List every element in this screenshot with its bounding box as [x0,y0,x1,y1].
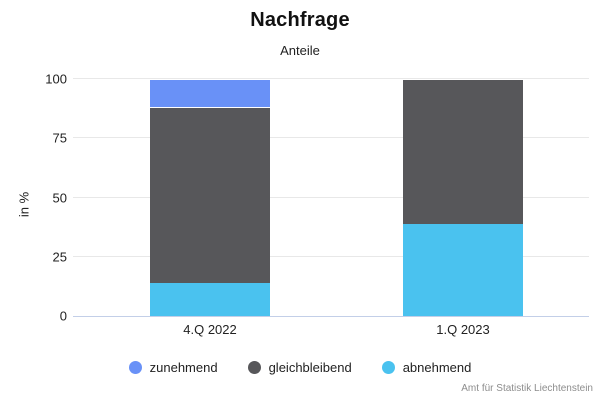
plot-area: 0 25 50 75 100 [45,72,589,324]
y-tick-label: 75 [52,130,67,146]
gridline [73,137,589,139]
legend-label: zunehmend [149,360,218,375]
legend-dot-icon [247,361,261,374]
stacked-bar [403,79,523,316]
chart-subtitle: Anteile [280,43,320,58]
legend-item: zunehmend [128,360,218,375]
legend: zunehmend gleichbleibend abnehmend [0,360,600,375]
gridline [73,196,589,198]
y-tick-label: 25 [52,249,67,265]
y-tick-label: 100 [45,71,67,87]
x-axis: 4.Q 2022 1.Q 2023 [73,322,589,340]
bar-segment-gleichbleibend [150,107,270,283]
legend-dot-icon [128,361,142,374]
legend-item: gleichbleibend [247,360,352,375]
y-tick-label: 50 [52,190,67,205]
legend-dot-icon [381,361,395,374]
gridline [73,255,589,257]
legend-item: abnehmend [381,360,472,375]
stacked-bar [150,79,270,316]
bar-segment-abnehmend [150,282,270,316]
y-tick-label: 0 [59,308,67,324]
legend-label: gleichbleibend [268,360,352,375]
legend-label: abnehmend [402,360,472,375]
x-tick-label: 4.Q 2022 [183,322,237,337]
x-tick-label: 1.Q 2023 [436,322,490,337]
source-attribution: Amt für Statistik Liechtenstein [461,383,593,394]
bar-segment-abnehmend [403,223,523,316]
bar-segment-zunehmend [150,79,270,108]
gridline [73,78,589,79]
bar-segment-gleichbleibend [403,79,523,224]
chart-title: Nachfrage [250,9,350,31]
